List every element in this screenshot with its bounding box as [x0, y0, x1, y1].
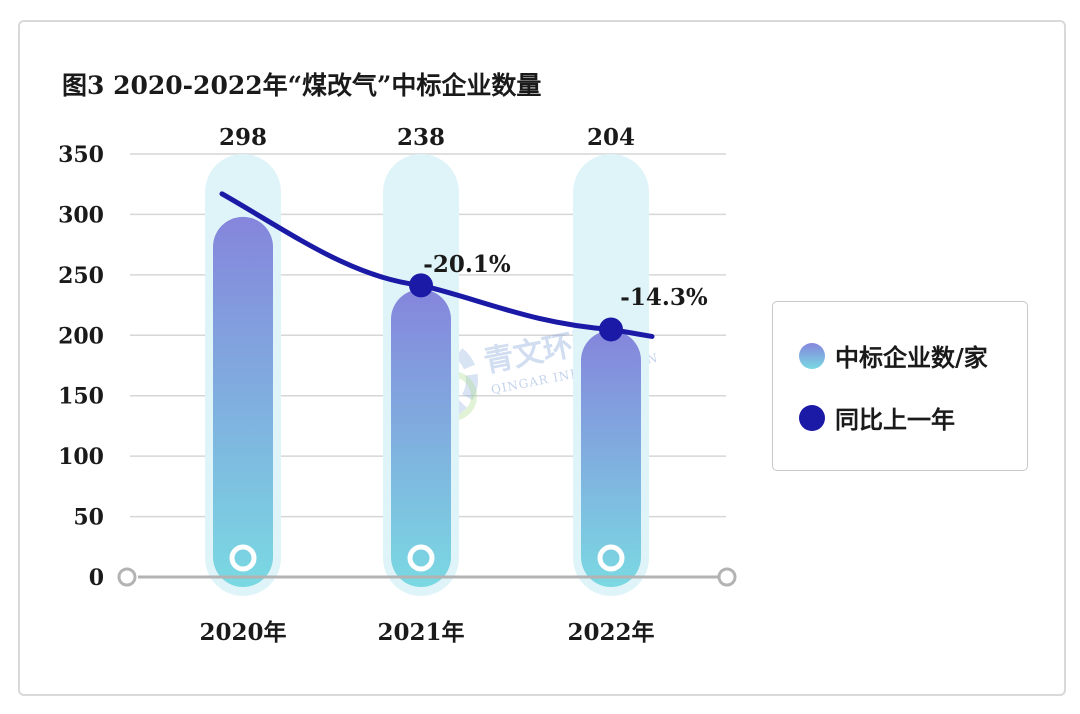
- axis-end-right-icon: [717, 567, 737, 587]
- y-tick-label: 300: [58, 202, 104, 228]
- x-tick-label: 2021年: [377, 619, 464, 646]
- x-axis: [117, 567, 737, 587]
- bar-value-label: 238: [397, 124, 445, 151]
- bar-end-ring-icon: [597, 544, 625, 572]
- legend-line-label: 同比上一年: [835, 405, 955, 434]
- yoy-point: [599, 317, 623, 342]
- y-axis: 0 50 100 150 200 250 300 350: [58, 142, 104, 591]
- y-tick-label: 250: [58, 263, 104, 289]
- y-tick-label: 150: [58, 384, 104, 410]
- yoy-value-label: -20.1%: [423, 251, 511, 278]
- yoy-point: [409, 273, 433, 298]
- bar-series: [205, 154, 649, 596]
- legend-item-bars: 中标企业数/家: [799, 338, 988, 373]
- bar-value-label: 298: [219, 124, 267, 151]
- line-series: [219, 191, 655, 342]
- axis-end-left-icon: [117, 567, 137, 587]
- y-tick-label: 100: [58, 444, 104, 470]
- bar: [391, 289, 451, 587]
- y-tick-label: 350: [58, 142, 104, 168]
- bar-end-ring-icon: [229, 544, 257, 572]
- bar-value-label: 204: [587, 124, 635, 151]
- x-tick-label: 2022年: [567, 619, 654, 646]
- legend-bar-label: 中标企业数/家: [835, 343, 988, 372]
- y-tick-label: 50: [73, 505, 104, 531]
- bar-end-ring-icon: [407, 544, 435, 572]
- bar: [213, 216, 273, 588]
- chart-title: 图3 2020-2022年“煤改气”中标企业数量: [62, 71, 542, 100]
- legend: 中标企业数/家 同比上一年: [772, 301, 1028, 471]
- legend-item-line: 同比上一年: [799, 400, 955, 435]
- data-labels: 298 2020年 238 2021年 204 2022年 -20.1% -14.3%: [199, 124, 707, 646]
- bar: [581, 330, 641, 587]
- legend-line-swatch-icon: [799, 404, 825, 431]
- y-tick-label: 0: [89, 565, 104, 591]
- yoy-value-label: -14.3%: [620, 284, 708, 311]
- y-tick-label: 200: [58, 323, 104, 349]
- legend-bar-swatch-icon: [799, 342, 825, 369]
- x-tick-label: 2020年: [199, 619, 286, 646]
